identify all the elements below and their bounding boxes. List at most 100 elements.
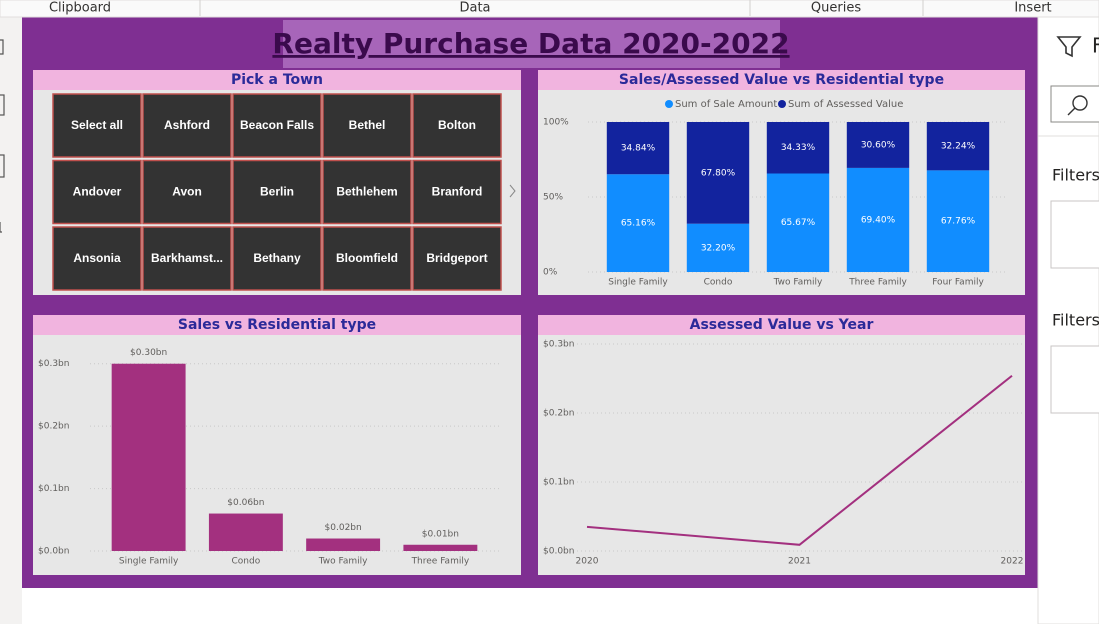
legend-label: Sum of Sale Amount bbox=[675, 99, 777, 110]
ribbon-group: Queries bbox=[811, 1, 861, 16]
search-box[interactable] bbox=[1050, 85, 1099, 123]
slicer-button[interactable] bbox=[412, 93, 502, 158]
x-tick-label: Condo bbox=[232, 557, 261, 567]
y-tick-label: $0.1bn bbox=[543, 478, 574, 488]
visual-title: Sales vs Residential type bbox=[178, 317, 376, 333]
data-label: 32.20% bbox=[701, 243, 736, 253]
report-title: Realty Purchase Data 2020-2022 bbox=[272, 27, 789, 60]
filter-icon bbox=[1056, 36, 1082, 58]
slicer-item: Beacon Falls bbox=[240, 118, 314, 132]
slicer-item: Bolton bbox=[438, 118, 476, 132]
bar bbox=[111, 363, 186, 551]
search-icon bbox=[1067, 107, 1076, 116]
bar-segment bbox=[686, 122, 750, 224]
bar bbox=[208, 513, 283, 551]
bar-segment bbox=[766, 122, 830, 174]
title-box bbox=[283, 20, 780, 68]
bar-segment bbox=[766, 173, 830, 272]
slicer-button[interactable] bbox=[52, 159, 142, 225]
slicer-button[interactable] bbox=[322, 226, 412, 291]
bar bbox=[403, 544, 478, 551]
left-icons bbox=[0, 39, 5, 233]
bar bbox=[306, 538, 381, 551]
slicer-button[interactable] bbox=[232, 226, 322, 291]
slicer-button[interactable] bbox=[142, 226, 232, 291]
visual-title: Sales/Assessed Value vs Residential type bbox=[619, 72, 944, 88]
slicer-item: Andover bbox=[73, 185, 122, 199]
data-label: 67.76% bbox=[941, 217, 976, 227]
x-tick-label: Three Family bbox=[848, 278, 907, 288]
data-label: 65.67% bbox=[781, 218, 816, 228]
slicer-button[interactable] bbox=[232, 159, 322, 225]
ribbon-separators bbox=[199, 0, 924, 16]
visual-title: Assessed Value vs Year bbox=[690, 317, 874, 333]
data-label: $0.30bn bbox=[130, 348, 167, 358]
slicer-item: Avon bbox=[172, 185, 202, 199]
ribbon-group: Clipboard bbox=[49, 1, 111, 16]
x-tick-label: 2020 bbox=[576, 557, 599, 567]
icon bbox=[0, 39, 4, 55]
slicer-button[interactable] bbox=[412, 226, 502, 291]
x-tick-label: Single Family bbox=[119, 557, 179, 567]
visual-header bbox=[538, 315, 1025, 335]
legend-label: Sum of Assessed Value bbox=[788, 99, 903, 110]
data-label: 32.24% bbox=[941, 142, 976, 152]
visual-title: Pick a Town bbox=[231, 72, 323, 88]
slicer-item: Bloomfield bbox=[336, 251, 398, 265]
visual-panel bbox=[538, 315, 1025, 575]
ribbon bbox=[0, 0, 1099, 18]
legend-marker bbox=[665, 100, 673, 108]
slicer-item: Bethany bbox=[253, 251, 301, 265]
y-tick-label: $0.3bn bbox=[38, 359, 69, 369]
data-label: 69.40% bbox=[861, 215, 896, 225]
bar-segment bbox=[926, 170, 990, 272]
slicer-button[interactable] bbox=[52, 226, 142, 291]
y-tick-label: $0.1bn bbox=[38, 484, 69, 494]
y-tick-label: $0.2bn bbox=[38, 422, 69, 432]
y-tick-label: $0.0bn bbox=[38, 547, 69, 557]
x-tick-label: 2021 bbox=[788, 557, 811, 567]
pane-heading: F bbox=[1092, 34, 1099, 58]
y-tick-label: $0.0bn bbox=[543, 547, 574, 557]
slicer-item: Bethel bbox=[349, 118, 386, 132]
data-label: $0.02bn bbox=[325, 523, 362, 533]
slicer-item: Branford bbox=[432, 185, 483, 199]
slicer-item: Bridgeport bbox=[426, 251, 487, 265]
bar-segment bbox=[606, 174, 670, 272]
filter-well[interactable] bbox=[1050, 200, 1099, 269]
y-tick-label: 50% bbox=[543, 193, 563, 203]
line bbox=[586, 374, 1013, 546]
slicer-item: Bethlehem bbox=[336, 185, 397, 199]
x-tick-label: 2022 bbox=[1001, 557, 1024, 567]
slicer-button[interactable] bbox=[232, 93, 322, 158]
y-tick-label: $0.3bn bbox=[543, 340, 574, 350]
filter-well[interactable] bbox=[1050, 345, 1099, 414]
next-arrow[interactable] bbox=[509, 184, 516, 198]
slicer-button[interactable] bbox=[412, 159, 502, 225]
slicer-item: Ashford bbox=[164, 118, 210, 132]
ribbon-group: Data bbox=[459, 1, 490, 16]
visual-header bbox=[538, 70, 1025, 90]
slicer-button[interactable] bbox=[322, 93, 412, 158]
data-label: 67.80% bbox=[701, 168, 736, 178]
slicer-button[interactable] bbox=[322, 159, 412, 225]
slicer-item: Berlin bbox=[260, 185, 294, 199]
x-tick-label: Two Family bbox=[773, 278, 823, 288]
x-tick-label: Three Family bbox=[411, 557, 470, 567]
bar-segment bbox=[846, 167, 910, 272]
data-label: 30.60% bbox=[861, 140, 896, 150]
icon bbox=[0, 222, 2, 233]
x-tick-label: Four Family bbox=[932, 278, 984, 288]
data-label: 65.16% bbox=[621, 219, 656, 229]
y-tick-label: 100% bbox=[543, 118, 569, 128]
y-tick-label: $0.2bn bbox=[543, 409, 574, 419]
slicer-button[interactable] bbox=[142, 159, 232, 225]
filters-section: Filters bbox=[1052, 311, 1099, 330]
visual-header bbox=[33, 70, 521, 90]
data-label: 34.84% bbox=[621, 144, 656, 154]
slicer-button[interactable] bbox=[142, 93, 232, 158]
slicer-button[interactable] bbox=[52, 93, 142, 158]
search-icon bbox=[1072, 95, 1088, 111]
